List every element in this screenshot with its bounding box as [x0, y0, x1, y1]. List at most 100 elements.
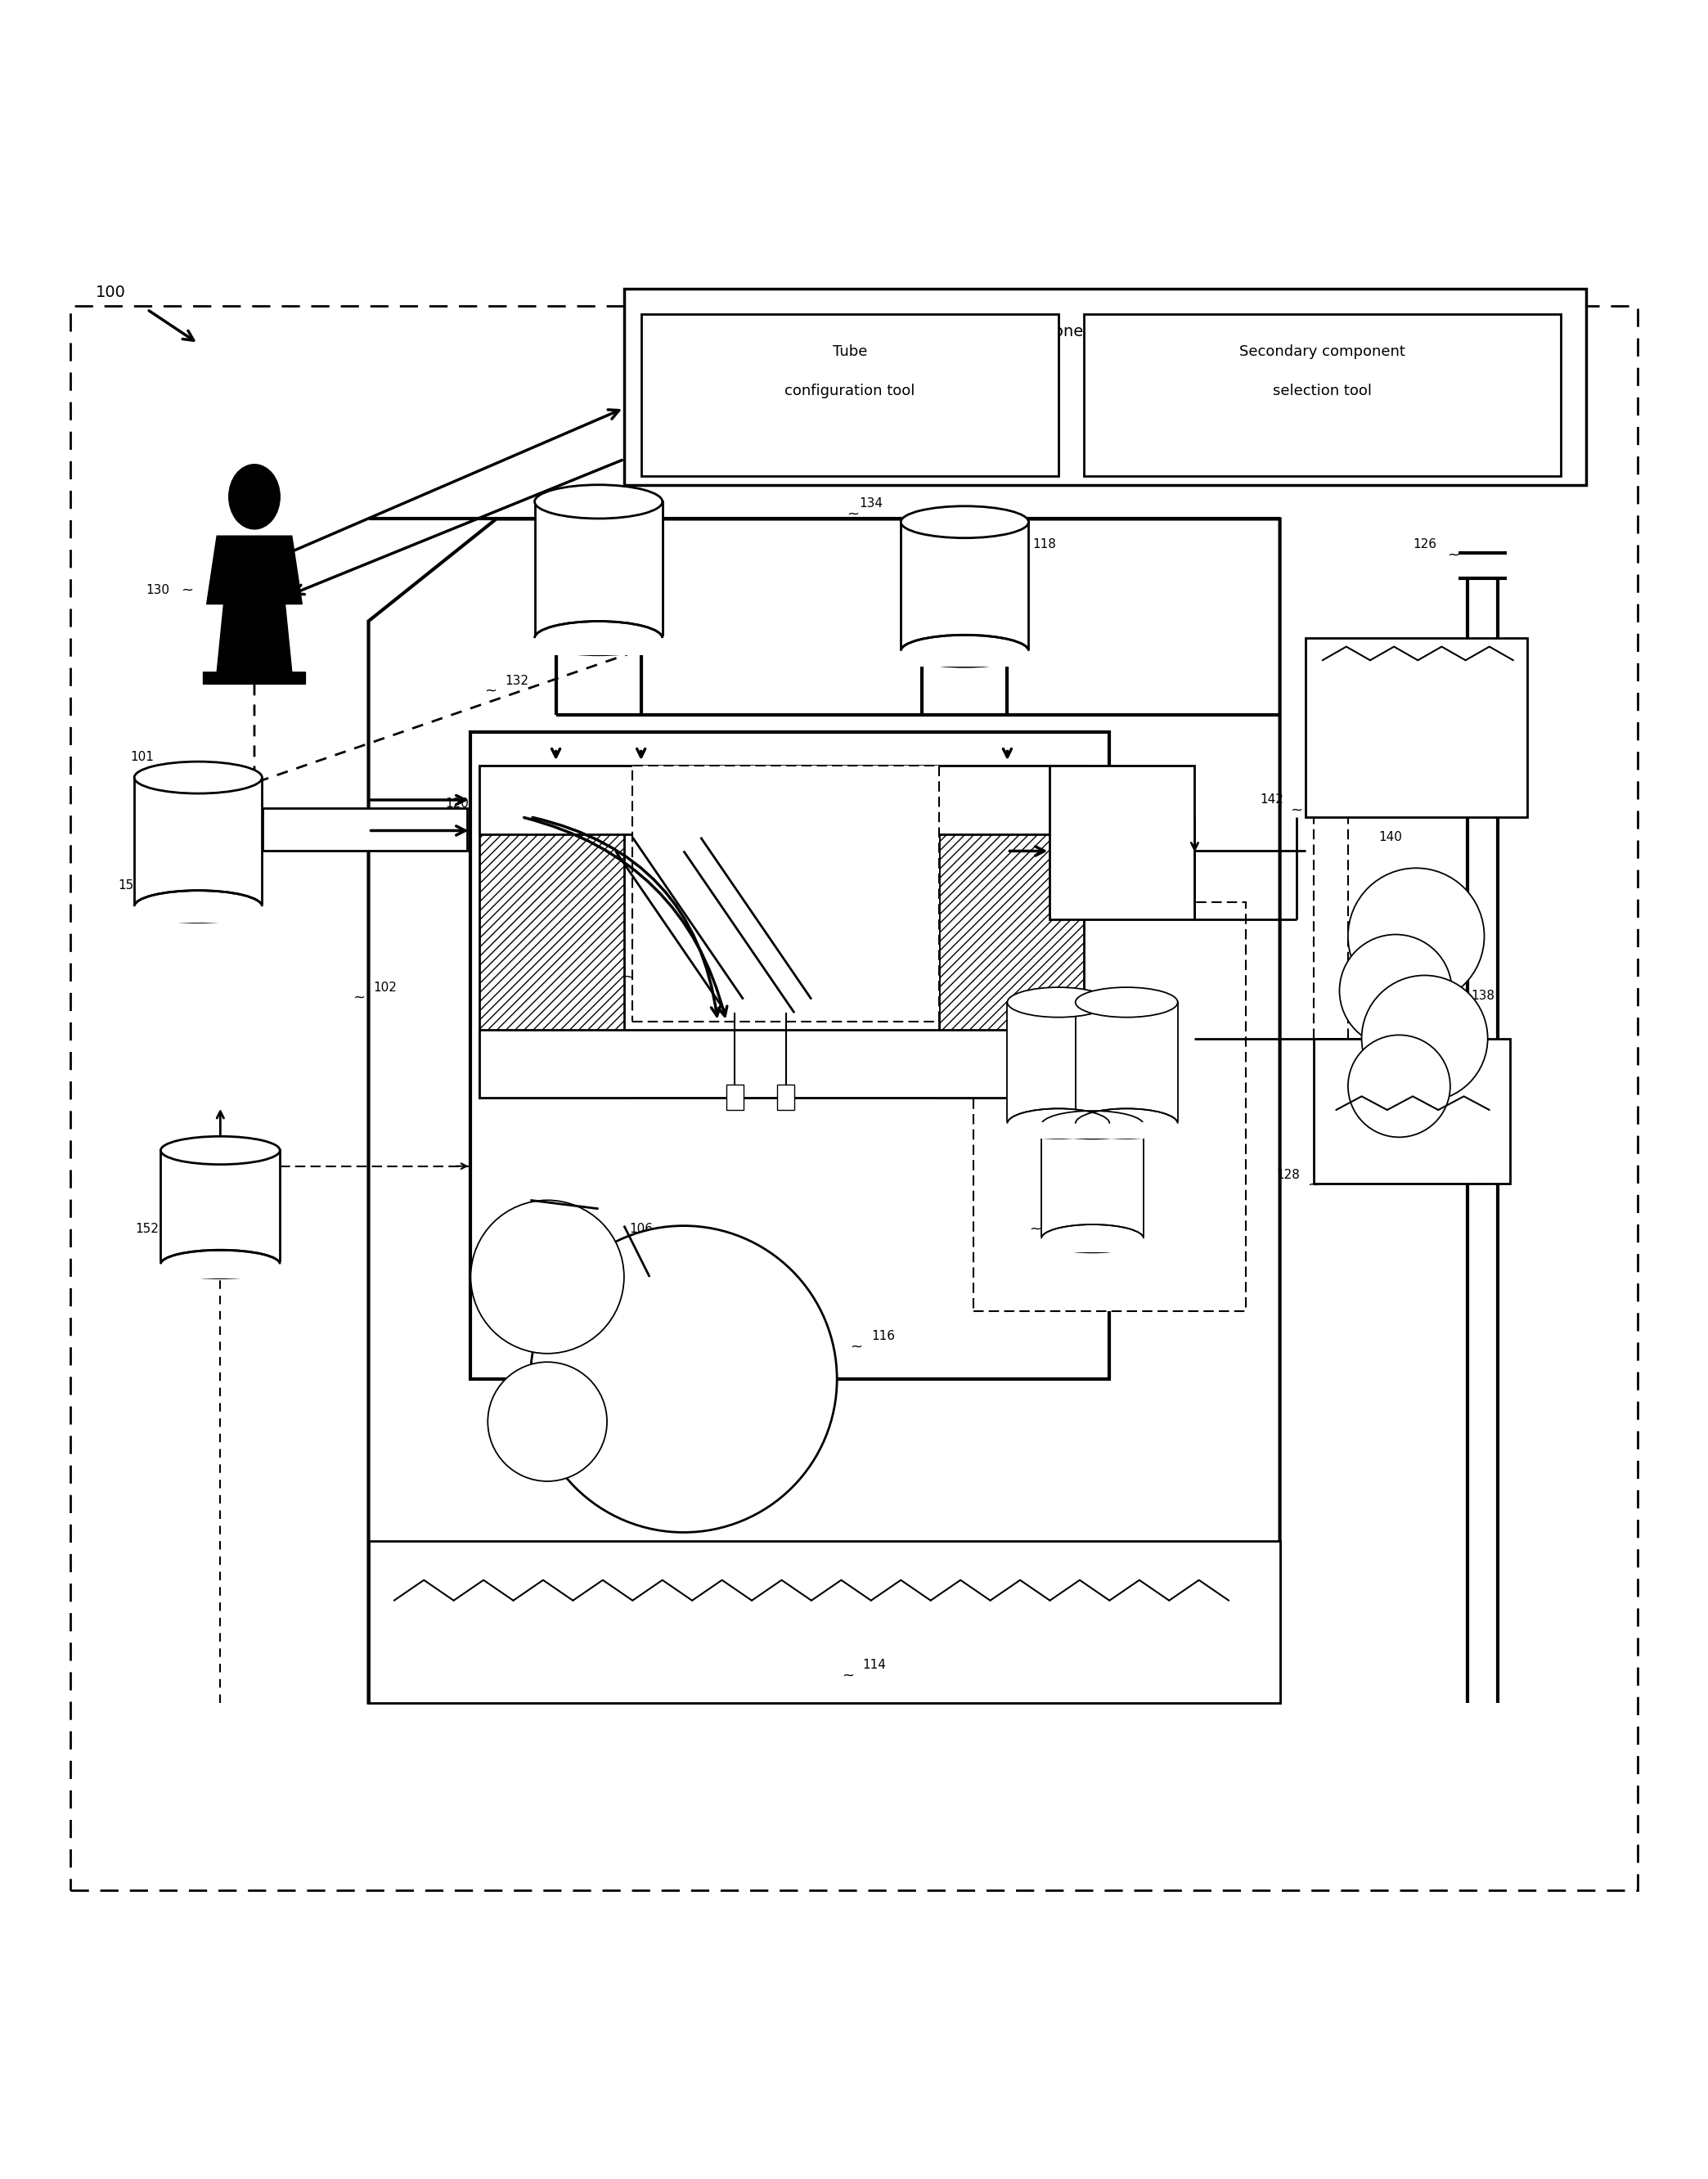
Text: 128: 128	[1276, 1168, 1300, 1181]
Text: ~: ~	[919, 957, 931, 972]
Text: ~: ~	[424, 806, 437, 821]
FancyBboxPatch shape	[939, 765, 1085, 1098]
Circle shape	[1339, 935, 1452, 1046]
Text: Secondary component: Secondary component	[1240, 344, 1406, 360]
Text: 101: 101	[130, 752, 154, 763]
Ellipse shape	[900, 506, 1028, 538]
FancyBboxPatch shape	[1085, 314, 1561, 477]
Text: 146: 146	[837, 431, 863, 447]
Text: 102: 102	[374, 981, 398, 994]
Text: ~: ~	[1447, 547, 1459, 562]
Text: 144: 144	[1023, 375, 1050, 390]
Text: 156: 156	[506, 732, 528, 745]
Text: 120: 120	[446, 798, 468, 808]
FancyBboxPatch shape	[1313, 1039, 1510, 1183]
FancyBboxPatch shape	[1050, 765, 1194, 920]
Text: ~: ~	[152, 889, 164, 902]
Text: ~: ~	[1307, 1177, 1319, 1192]
FancyBboxPatch shape	[133, 904, 263, 922]
Ellipse shape	[229, 464, 280, 529]
FancyBboxPatch shape	[900, 523, 1028, 652]
Circle shape	[531, 1227, 837, 1532]
FancyBboxPatch shape	[480, 1031, 1085, 1098]
FancyBboxPatch shape	[480, 765, 623, 1098]
Text: Tank: Tank	[1397, 1098, 1428, 1113]
FancyBboxPatch shape	[161, 1151, 280, 1264]
Text: configuration tool: configuration tool	[784, 384, 915, 399]
Text: 124: 124	[1136, 1015, 1158, 1028]
Circle shape	[1361, 976, 1488, 1100]
Ellipse shape	[161, 1251, 280, 1279]
FancyBboxPatch shape	[369, 1541, 1279, 1702]
FancyBboxPatch shape	[535, 501, 663, 638]
Text: ~: ~	[1290, 802, 1303, 817]
Text: 138: 138	[1471, 989, 1494, 1002]
Ellipse shape	[1008, 1109, 1110, 1140]
Text: 110: 110	[717, 882, 740, 893]
Text: 134: 134	[859, 497, 883, 510]
FancyBboxPatch shape	[263, 808, 468, 852]
Text: 142: 142	[1261, 793, 1283, 806]
FancyBboxPatch shape	[135, 778, 261, 906]
Circle shape	[488, 1362, 606, 1482]
Text: 150: 150	[1050, 1212, 1074, 1222]
Text: Tank: Tank	[1401, 747, 1431, 760]
Ellipse shape	[135, 763, 261, 793]
FancyBboxPatch shape	[533, 636, 664, 656]
Circle shape	[1348, 867, 1484, 1005]
Text: ~: ~	[623, 970, 634, 985]
Ellipse shape	[1076, 1109, 1177, 1140]
Text: 118: 118	[1033, 538, 1057, 551]
FancyBboxPatch shape	[1008, 1002, 1110, 1124]
Text: 116: 116	[871, 1331, 895, 1342]
Ellipse shape	[1008, 987, 1110, 1018]
Text: 104: 104	[606, 1432, 630, 1445]
FancyBboxPatch shape	[632, 765, 939, 1022]
Ellipse shape	[1042, 1111, 1144, 1140]
FancyBboxPatch shape	[1042, 1124, 1144, 1238]
Text: 140: 140	[1378, 830, 1402, 843]
Polygon shape	[369, 519, 1279, 1702]
Text: ~: ~	[586, 1442, 598, 1456]
Ellipse shape	[535, 621, 663, 656]
Text: 158: 158	[118, 878, 142, 891]
Text: ~: ~	[851, 1340, 863, 1353]
FancyBboxPatch shape	[471, 732, 1110, 1379]
FancyBboxPatch shape	[1006, 1122, 1112, 1140]
Text: ~: ~	[181, 584, 193, 597]
FancyBboxPatch shape	[623, 290, 1587, 484]
FancyBboxPatch shape	[1076, 1002, 1177, 1124]
Text: ~: ~	[1009, 545, 1021, 560]
Text: 152: 152	[135, 1222, 159, 1235]
Text: 100: 100	[96, 285, 126, 301]
Text: ~: ~	[842, 1669, 854, 1682]
FancyBboxPatch shape	[1074, 1122, 1179, 1140]
Ellipse shape	[161, 1135, 280, 1164]
Circle shape	[471, 1201, 623, 1353]
Text: 112: 112	[518, 1015, 540, 1028]
FancyBboxPatch shape	[480, 765, 1085, 835]
Text: Reactant: Reactant	[1385, 710, 1447, 726]
Circle shape	[1348, 1035, 1450, 1137]
Text: 126: 126	[1413, 538, 1436, 551]
FancyBboxPatch shape	[1040, 1238, 1146, 1253]
Text: ~: ~	[354, 989, 366, 1005]
Text: ~: ~	[847, 506, 859, 521]
Text: Emissions component installation design tool: Emissions component installation design …	[924, 325, 1286, 340]
Text: ~: ~	[483, 684, 497, 697]
Text: Tube: Tube	[832, 344, 868, 360]
Text: 148: 148	[1310, 431, 1336, 447]
FancyBboxPatch shape	[640, 314, 1059, 477]
Ellipse shape	[1076, 987, 1177, 1018]
Ellipse shape	[900, 634, 1028, 667]
Text: 136: 136	[1365, 1100, 1389, 1113]
Text: ~: ~	[1030, 1222, 1042, 1235]
Polygon shape	[203, 536, 306, 684]
Ellipse shape	[535, 484, 663, 519]
FancyBboxPatch shape	[726, 1085, 743, 1109]
Text: 130: 130	[145, 584, 169, 597]
Ellipse shape	[135, 891, 261, 922]
FancyBboxPatch shape	[159, 1262, 282, 1279]
FancyBboxPatch shape	[974, 902, 1245, 1312]
Text: 108: 108	[640, 961, 663, 972]
